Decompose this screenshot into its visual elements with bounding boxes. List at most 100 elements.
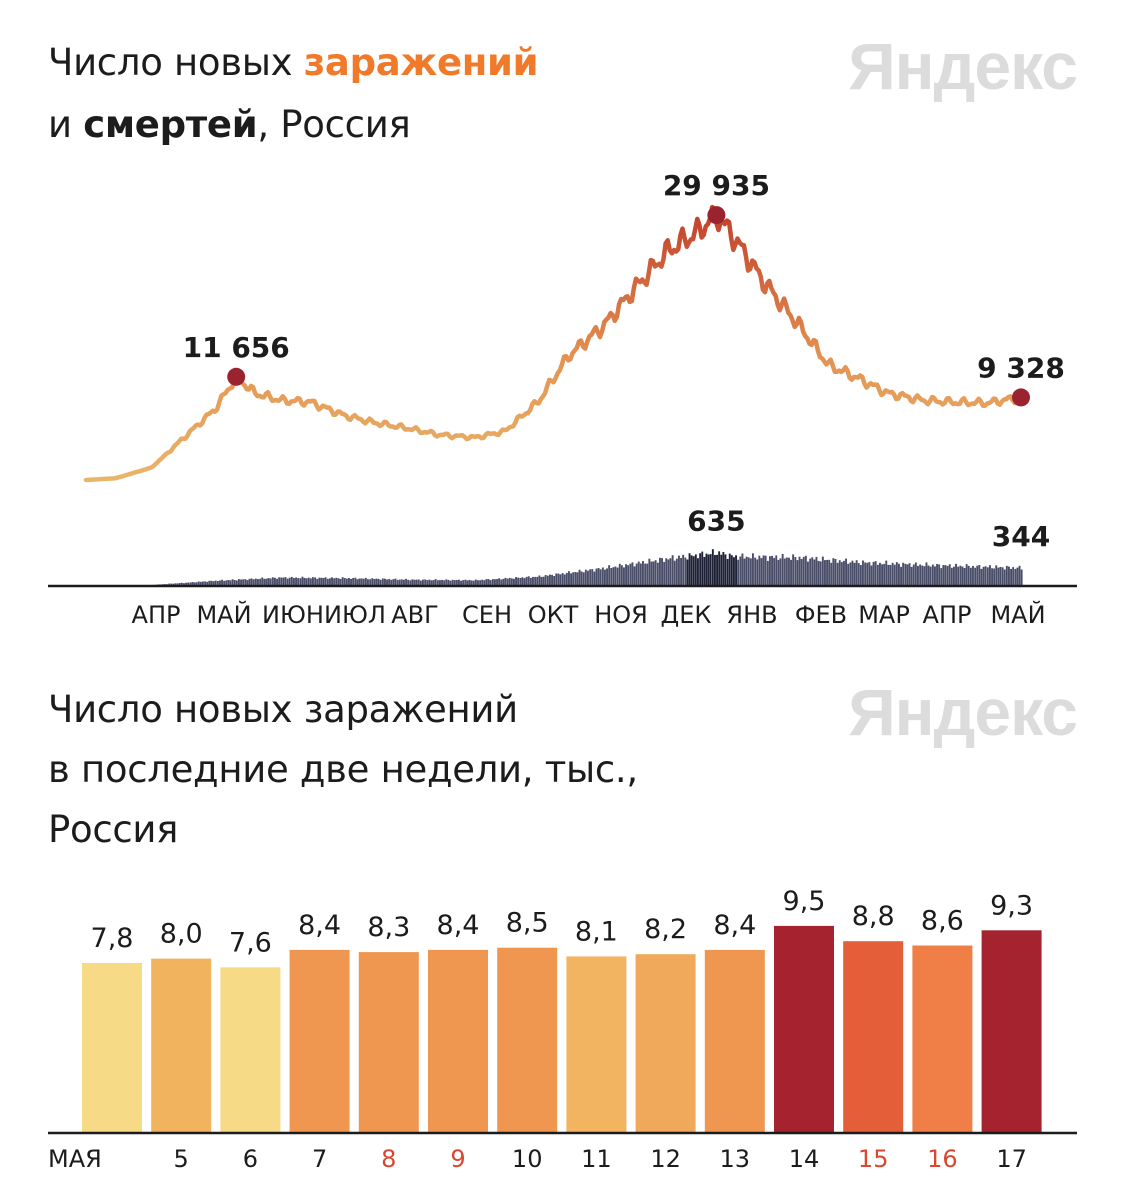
deaths-bar <box>959 565 962 586</box>
deaths-bar <box>513 578 515 586</box>
deaths-bar <box>227 580 230 586</box>
deaths-bar <box>885 560 888 586</box>
deaths-bar <box>1005 565 1008 586</box>
deaths-bar <box>790 559 792 586</box>
deaths-bar <box>551 574 553 586</box>
deaths-bar <box>834 559 837 586</box>
day-tick: 5 <box>174 1145 189 1173</box>
deaths-bar <box>891 562 894 586</box>
day-bar <box>220 967 281 1133</box>
deaths-bar <box>280 577 283 586</box>
month-tick: АПР <box>923 601 972 629</box>
deaths-bar <box>352 578 355 586</box>
deaths-bar <box>565 572 568 586</box>
deaths-bar <box>276 578 278 586</box>
deaths-bar <box>479 580 482 586</box>
deaths-bar <box>830 562 833 586</box>
deaths-bar <box>764 555 767 586</box>
deaths-bar <box>341 577 344 586</box>
day-bar <box>704 949 765 1133</box>
peak-label: 29 935 <box>663 169 770 202</box>
deaths-bar <box>883 563 886 586</box>
deaths-bar <box>362 578 365 586</box>
deaths-bar <box>984 566 987 586</box>
month-tick: ФЕВ <box>795 601 847 629</box>
deaths-bar <box>225 580 228 586</box>
deaths-bar <box>969 567 972 586</box>
deaths-bar <box>999 567 1002 586</box>
deaths-bar <box>957 566 960 586</box>
deaths-bar <box>288 577 291 586</box>
day-tick: 9 <box>450 1145 465 1173</box>
deaths-bar <box>214 580 217 586</box>
deaths-bar <box>773 557 776 586</box>
deaths-bar <box>449 580 452 586</box>
deaths-bar <box>940 568 943 586</box>
deaths-bar <box>730 555 733 586</box>
deaths-bar <box>455 580 458 586</box>
deaths-bar <box>508 577 511 586</box>
deaths-bar <box>540 576 543 586</box>
deaths-bar <box>316 578 319 586</box>
deaths-bar <box>749 558 752 586</box>
deaths-bar <box>400 579 403 586</box>
brand-logo-bottom: Яндекс <box>848 675 1078 749</box>
deaths-bar <box>652 561 655 586</box>
deaths-bar <box>199 581 202 586</box>
deaths-bar <box>381 578 384 586</box>
deaths-bar <box>1012 567 1015 586</box>
deaths-bar <box>398 579 401 586</box>
deaths-bar <box>532 576 534 586</box>
month-tick: АВГ <box>391 601 439 629</box>
deaths-bar <box>824 560 826 586</box>
deaths-bar <box>955 563 957 586</box>
deaths-bar <box>690 555 693 586</box>
deaths-bar <box>813 559 816 586</box>
deaths-bar <box>521 577 524 586</box>
deaths-bar <box>656 562 659 586</box>
deaths-bar <box>927 565 930 586</box>
peak-marker <box>227 367 246 386</box>
deaths-bar <box>536 576 539 586</box>
deaths-bar <box>189 582 192 586</box>
deaths-bar <box>671 555 674 586</box>
deaths-bar <box>331 577 333 586</box>
deaths-bar <box>606 568 608 586</box>
deaths-bar <box>760 558 763 586</box>
chart2-bars: 7,8 8,0 7,6 8,4 8,3 8,4 8,5 8,1 8,2 8,4 9,5 8,8 8,6 9… <box>82 886 1042 1133</box>
deaths-bar <box>815 556 818 586</box>
deaths-bar <box>889 564 892 586</box>
deaths-bar <box>627 565 630 586</box>
bar-value-label: 7,8 <box>91 923 134 954</box>
deaths-bar <box>807 561 809 586</box>
deaths-bar <box>259 578 262 586</box>
day-tick: 7 <box>312 1145 327 1173</box>
deaths-bar <box>445 579 448 586</box>
deaths-bar <box>295 577 297 586</box>
deaths-bar <box>826 559 828 586</box>
deaths-bar <box>204 581 207 586</box>
deaths-bar <box>694 554 697 586</box>
deaths-bar <box>942 565 945 586</box>
deaths-bar <box>832 558 835 586</box>
deaths-bar <box>646 563 649 586</box>
deaths-bar <box>938 564 941 586</box>
deaths-bar <box>900 566 902 586</box>
deaths-bar <box>553 576 556 586</box>
deaths-bar <box>466 580 469 586</box>
deaths-bar <box>766 560 769 586</box>
deaths-bar <box>735 555 737 586</box>
deaths-bar <box>623 567 625 586</box>
deaths-bar <box>991 568 993 586</box>
deaths-bar <box>840 562 843 586</box>
day-bar <box>497 947 558 1133</box>
deaths-bar <box>498 578 501 586</box>
deaths-bar <box>333 578 336 586</box>
month-tick: МАР <box>858 601 910 629</box>
deaths-bar <box>176 583 179 586</box>
deaths-bar <box>282 577 285 586</box>
deaths-bar <box>849 562 852 586</box>
deaths-bar <box>504 577 507 586</box>
deaths-bar <box>675 558 678 586</box>
deaths-bar <box>358 578 361 586</box>
